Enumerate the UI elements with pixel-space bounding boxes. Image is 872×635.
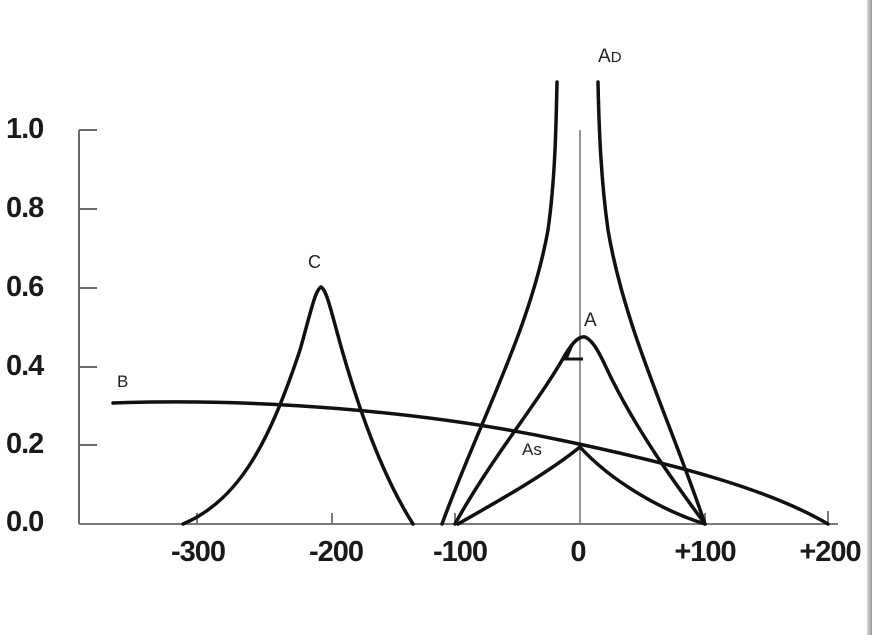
x-tick-label: +200 (799, 536, 861, 568)
y-tick-label: 0.2 (6, 428, 44, 460)
label-as: As (522, 440, 542, 459)
x-tick-label: -300 (170, 536, 226, 568)
label-b: B (117, 372, 129, 391)
label-ad-sub: D (610, 49, 622, 66)
curve-as (456, 444, 707, 526)
y-tick-label: 0.8 (6, 192, 44, 224)
x-tick-label: +100 (674, 536, 736, 568)
x-tick-label: -200 (308, 536, 364, 568)
x-tick-label: 0 (570, 536, 586, 568)
y-tick-label: 0.0 (6, 506, 44, 538)
curve-b (111, 400, 830, 526)
curve-a-mark (563, 344, 583, 361)
y-tick-label: 0.4 (6, 350, 44, 382)
label-c: C (308, 252, 321, 272)
y-axis (78, 129, 97, 524)
curve-a (453, 335, 707, 526)
y-tick-label: 1.0 (6, 113, 44, 145)
x-tick-label: -100 (432, 536, 488, 568)
curve-ad-right (596, 80, 707, 526)
y-tick-label: 0.6 (6, 271, 44, 303)
label-a: A (584, 310, 597, 331)
label-ad-main: A (598, 46, 611, 67)
curve-c (181, 285, 415, 526)
label-ad: AD (598, 46, 622, 68)
page-edge (867, 0, 872, 635)
curve-ad-left (440, 80, 559, 526)
